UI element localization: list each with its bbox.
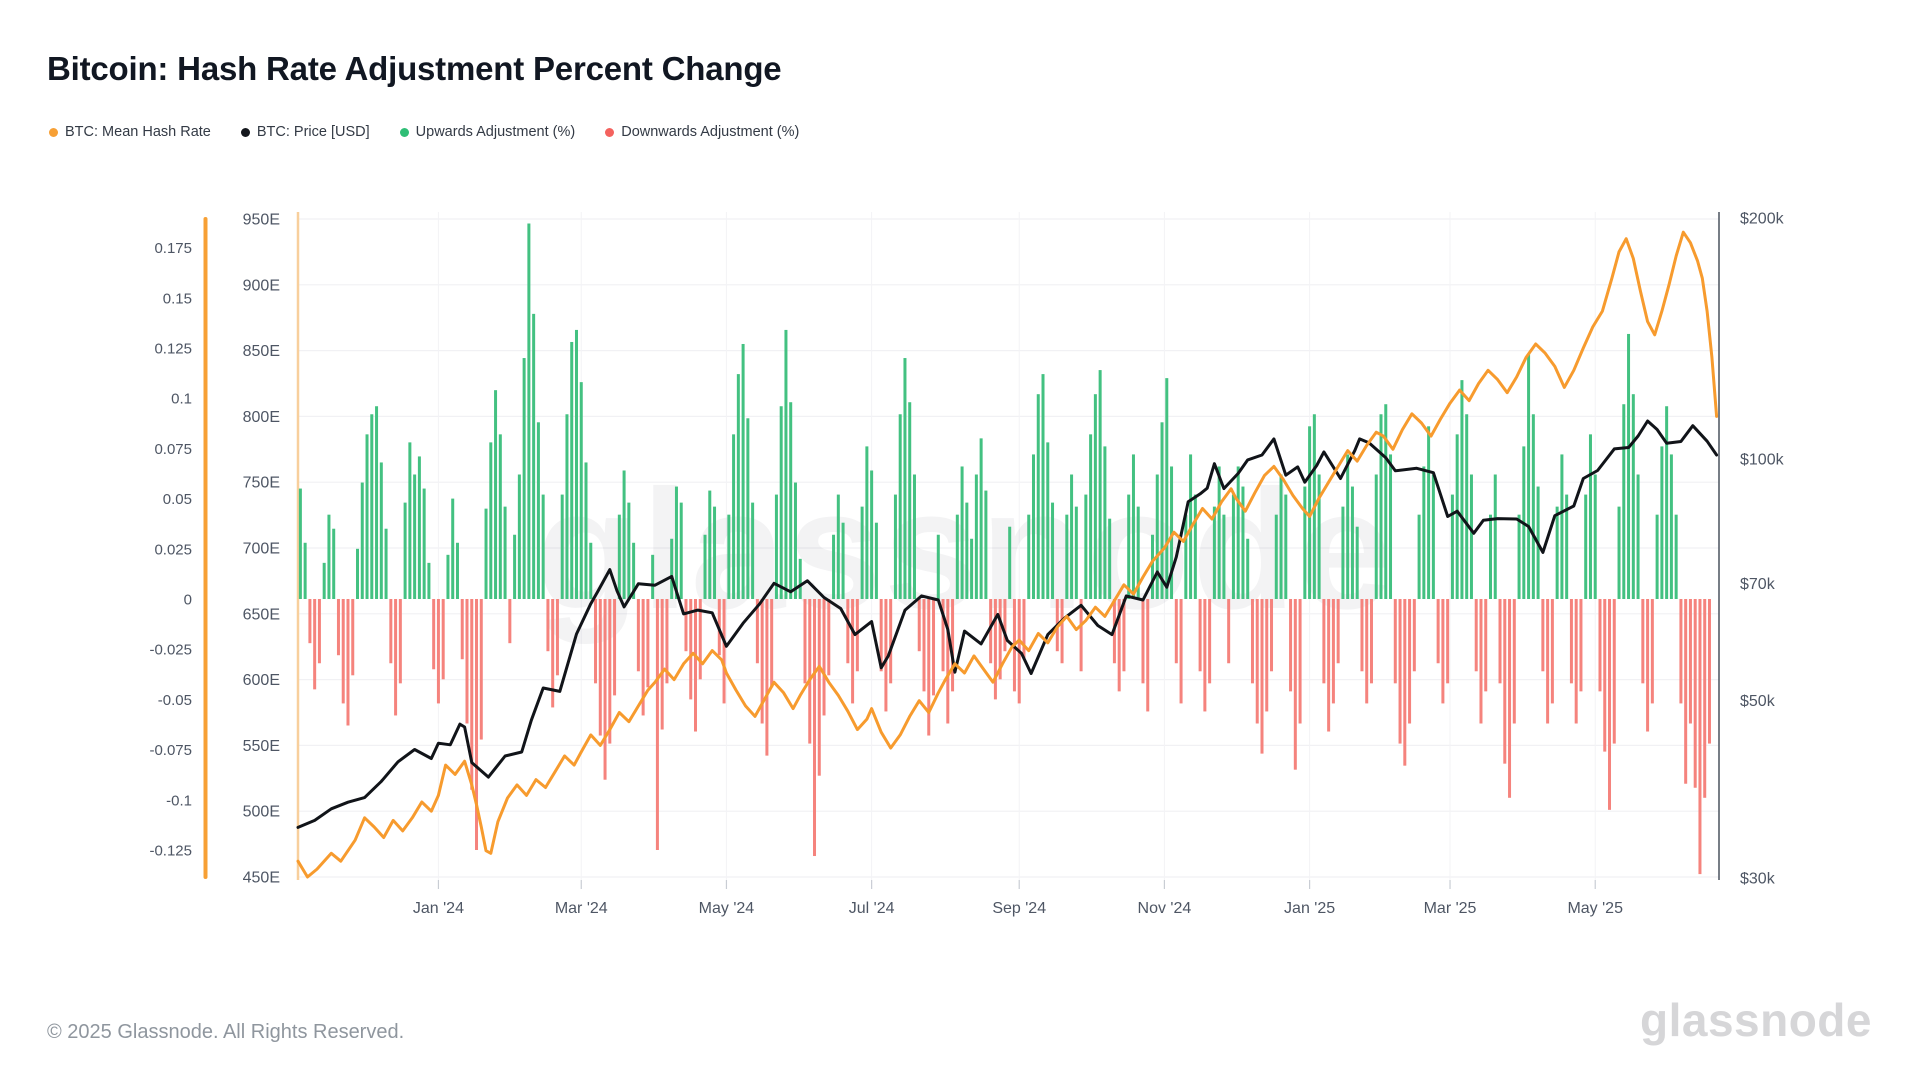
- legend-label: BTC: Price [USD]: [256, 124, 370, 140]
- svg-text:0.15: 0.15: [163, 290, 192, 307]
- svg-text:Jan '25: Jan '25: [1284, 900, 1335, 917]
- watermark: glassnode: [536, 455, 1395, 645]
- svg-text:0.1: 0.1: [171, 391, 192, 408]
- svg-text:550E: 550E: [243, 738, 280, 755]
- copyright-text: © 2025 Glassnode. All Rights Reserved.: [47, 1021, 405, 1043]
- svg-text:$30k: $30k: [1740, 871, 1776, 888]
- hash-rate-axis-labels: 950E 900E 850E 800E 750E 700E 650E 600E 550E 500E…: [243, 212, 280, 887]
- legend-swatch-mean-hash-rate: [49, 127, 58, 137]
- svg-text:0.05: 0.05: [163, 491, 192, 508]
- svg-text:$50k: $50k: [1740, 693, 1776, 710]
- svg-text:-0.075: -0.075: [149, 742, 192, 759]
- svg-text:Jul '24: Jul '24: [849, 900, 895, 917]
- svg-text:0.075: 0.075: [154, 441, 192, 458]
- svg-text:Mar '25: Mar '25: [1424, 900, 1477, 917]
- svg-text:0.025: 0.025: [154, 541, 192, 558]
- svg-text:-0.025: -0.025: [149, 642, 192, 659]
- svg-text:Mar '24: Mar '24: [555, 900, 608, 917]
- svg-text:700E: 700E: [243, 541, 280, 558]
- svg-text:-0.1: -0.1: [166, 792, 192, 809]
- svg-text:750E: 750E: [243, 475, 280, 492]
- page-title: Bitcoin: Hash Rate Adjustment Percent Ch…: [47, 50, 782, 87]
- svg-text:$200k: $200k: [1740, 211, 1785, 228]
- x-axis-labels: Jan '24 Mar '24 May '24 Jul '24 Sep '24 Nov '…: [413, 900, 1623, 917]
- svg-text:May '24: May '24: [699, 900, 755, 917]
- svg-text:$70k: $70k: [1740, 576, 1776, 593]
- svg-text:-0.125: -0.125: [149, 843, 192, 860]
- legend-item-mean-hash-rate[interactable]: BTC: Mean Hash Rate: [49, 124, 211, 140]
- glassnode-wordmark: glassnode: [1639, 994, 1872, 1046]
- legend-item-upwards-adjustment[interactable]: Upwards Adjustment (%): [399, 124, 576, 140]
- legend-item-price-usd[interactable]: BTC: Price [USD]: [240, 124, 370, 140]
- svg-text:600E: 600E: [243, 672, 280, 689]
- svg-text:0.175: 0.175: [154, 240, 192, 257]
- legend: BTC: Mean Hash Rate BTC: Price [USD] Upw…: [49, 124, 799, 140]
- svg-text:Nov '24: Nov '24: [1138, 900, 1192, 917]
- downwards-adjustment-bars: [308, 599, 1711, 875]
- svg-text:950E: 950E: [243, 212, 280, 229]
- svg-text:450E: 450E: [243, 870, 280, 887]
- svg-text:-0.05: -0.05: [158, 692, 192, 709]
- legend-label: Upwards Adjustment (%): [415, 124, 576, 140]
- legend-item-downwards-adjustment[interactable]: Downwards Adjustment (%): [605, 124, 799, 140]
- svg-text:May '25: May '25: [1567, 900, 1623, 917]
- percent-axis-labels: 0.175 0.15 0.125 0.1 0.075 0.05 0.025 0 -0.025 -0…: [149, 240, 192, 859]
- legend-swatch-price-usd: [240, 127, 250, 137]
- hash-rate-line: [296, 230, 1719, 879]
- svg-text:900E: 900E: [243, 277, 280, 294]
- legend-label: Downwards Adjustment (%): [621, 124, 800, 140]
- svg-text:$100k: $100k: [1740, 452, 1785, 469]
- svg-text:650E: 650E: [243, 606, 280, 623]
- svg-text:0: 0: [184, 592, 192, 609]
- svg-text:Sep '24: Sep '24: [992, 900, 1046, 917]
- legend-swatch-upwards-adjustment: [399, 127, 409, 137]
- legend-swatch-downwards-adjustment: [605, 127, 615, 137]
- price-axis-labels: $200k $100k $70k $50k $30k: [1740, 211, 1785, 888]
- svg-text:850E: 850E: [243, 343, 280, 360]
- svg-text:Jan '24: Jan '24: [413, 900, 464, 917]
- legend-label: BTC: Mean Hash Rate: [65, 124, 211, 140]
- svg-text:0.125: 0.125: [154, 341, 192, 358]
- svg-text:800E: 800E: [243, 409, 280, 426]
- svg-text:500E: 500E: [243, 804, 280, 821]
- price-line: [296, 419, 1719, 829]
